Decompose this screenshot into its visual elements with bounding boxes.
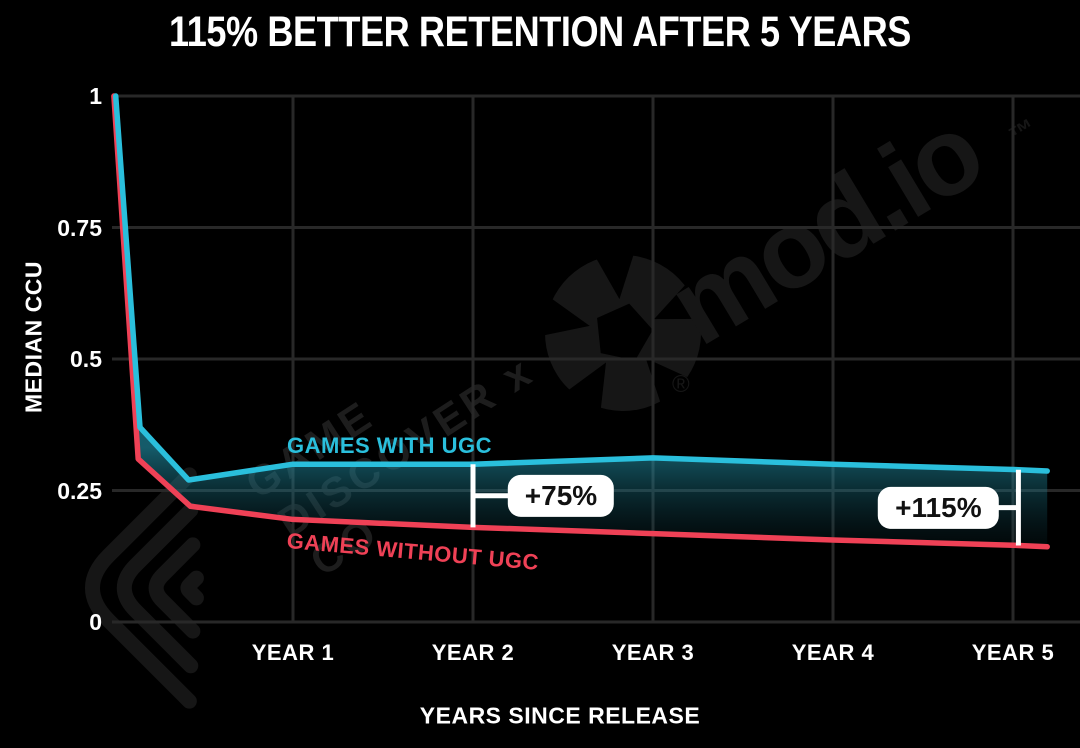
x-tick-label: YEAR 3: [611, 640, 695, 665]
modio-wordmark-watermark: mod.io: [649, 90, 1001, 369]
y-axis-title: MEDIAN CCU: [20, 261, 47, 413]
y-tick-label: 0.25: [57, 477, 102, 504]
x-tick-label: YEAR 1: [251, 640, 335, 665]
x-tick-label: YEAR 5: [971, 640, 1055, 665]
annotation-badge: +115%: [878, 486, 999, 529]
modio-tm-mark: ™: [1004, 112, 1042, 151]
x-tick-label: YEAR 2: [431, 640, 515, 665]
modio-registered-mark: ®: [672, 371, 690, 398]
modio-gear-icon: [521, 232, 724, 432]
y-tick-label: 0: [89, 609, 102, 635]
y-tick-label: 0.5: [70, 346, 102, 372]
x-axis-title: YEARS SINCE RELEASE: [419, 702, 701, 729]
series-label-with-ugc: GAMES WITH UGC: [287, 433, 492, 458]
watermark-layer: GAME DISCOVER x CO mod.io ™ ®: [85, 90, 1042, 709]
gamediscoverco-logo-watermark: [85, 467, 204, 709]
chart-title: 115% BETTER RETENTION AFTER 5 YEARS: [169, 8, 911, 56]
x-tick-label: YEAR 4: [791, 640, 875, 665]
y-tick-label: 0.75: [57, 214, 102, 241]
annotation-badge: +75%: [507, 474, 615, 517]
y-tick-label: 1: [89, 83, 102, 109]
